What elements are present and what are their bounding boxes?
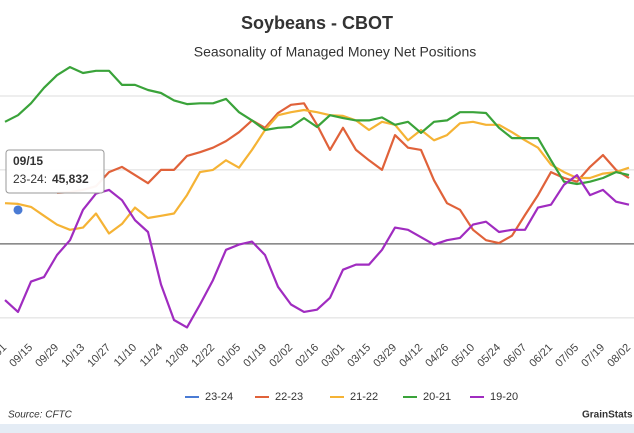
tooltip-title: 09/15 <box>13 154 43 168</box>
tooltip-value: 45,832 <box>52 172 89 186</box>
legend-label: 20-21 <box>423 391 451 403</box>
plot <box>4 66 630 329</box>
legend-label: 19-20 <box>490 391 518 403</box>
chart-subtitle: Seasonality of Managed Money Net Positio… <box>194 44 477 60</box>
series-line <box>4 66 630 186</box>
tooltip-label: 23-24: <box>13 172 47 186</box>
series-line <box>4 108 630 235</box>
legend-label: 23-24 <box>205 391 233 403</box>
legend-label: 21-22 <box>350 391 378 403</box>
chart-title: Soybeans - CBOT <box>241 13 393 33</box>
tooltip-box <box>5 149 105 194</box>
legend-label: 22-23 <box>275 391 303 403</box>
tooltip: 09/15 23-24: 45,832 <box>5 149 105 194</box>
series-line <box>56 102 630 245</box>
source: Source: CFTC <box>8 410 73 421</box>
grid <box>0 95 634 319</box>
series-line <box>4 174 630 329</box>
frame-band <box>0 424 634 433</box>
credit: GrainStats <box>582 410 633 421</box>
point <box>13 205 23 215</box>
legend: 23-24 22-23 21-22 20-21 19-20 <box>185 391 518 403</box>
